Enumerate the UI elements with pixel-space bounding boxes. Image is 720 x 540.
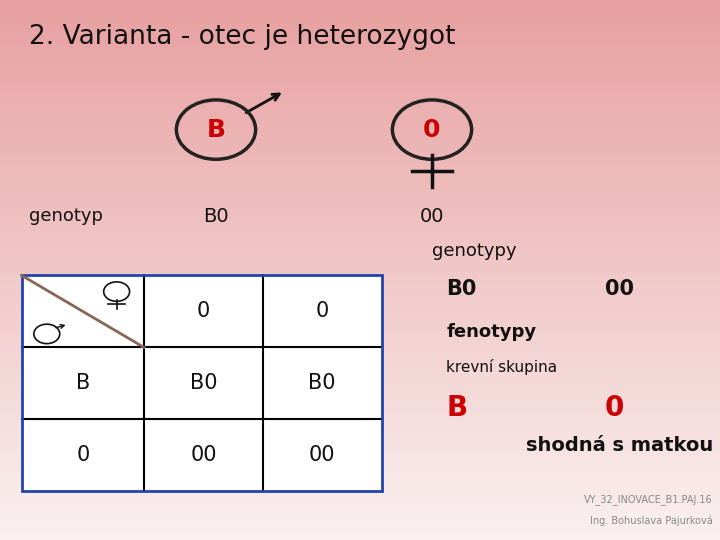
Text: B0: B0 <box>203 206 229 226</box>
Text: B0: B0 <box>446 279 477 299</box>
Text: 0: 0 <box>197 301 210 321</box>
Text: B: B <box>446 394 467 422</box>
Text: 2. Varianta - otec je heterozygot: 2. Varianta - otec je heterozygot <box>29 24 455 50</box>
Bar <box>22 275 382 491</box>
Text: shodná s matkou: shodná s matkou <box>526 436 713 455</box>
Text: fenotypy: fenotypy <box>446 323 536 341</box>
Bar <box>22 275 382 491</box>
Text: 00: 00 <box>605 279 634 299</box>
Text: 0: 0 <box>605 394 624 422</box>
Text: B: B <box>76 373 90 394</box>
Text: genotypy: genotypy <box>432 242 517 260</box>
Text: genotyp: genotyp <box>29 207 103 225</box>
Text: 0: 0 <box>315 301 329 321</box>
Text: krevní skupina: krevní skupina <box>446 359 557 375</box>
Text: 00: 00 <box>309 446 336 465</box>
Text: VY_32_INOVACE_B1.PAJ.16: VY_32_INOVACE_B1.PAJ.16 <box>584 494 713 505</box>
Text: B: B <box>207 118 225 141</box>
Text: B0: B0 <box>308 373 336 394</box>
Text: Ing. Bohuslava Pajurková: Ing. Bohuslava Pajurková <box>590 516 713 526</box>
Text: 0: 0 <box>76 446 89 465</box>
Text: B0: B0 <box>189 373 217 394</box>
Text: 00: 00 <box>420 206 444 226</box>
Text: 0: 0 <box>423 118 441 141</box>
Text: 00: 00 <box>190 446 217 465</box>
